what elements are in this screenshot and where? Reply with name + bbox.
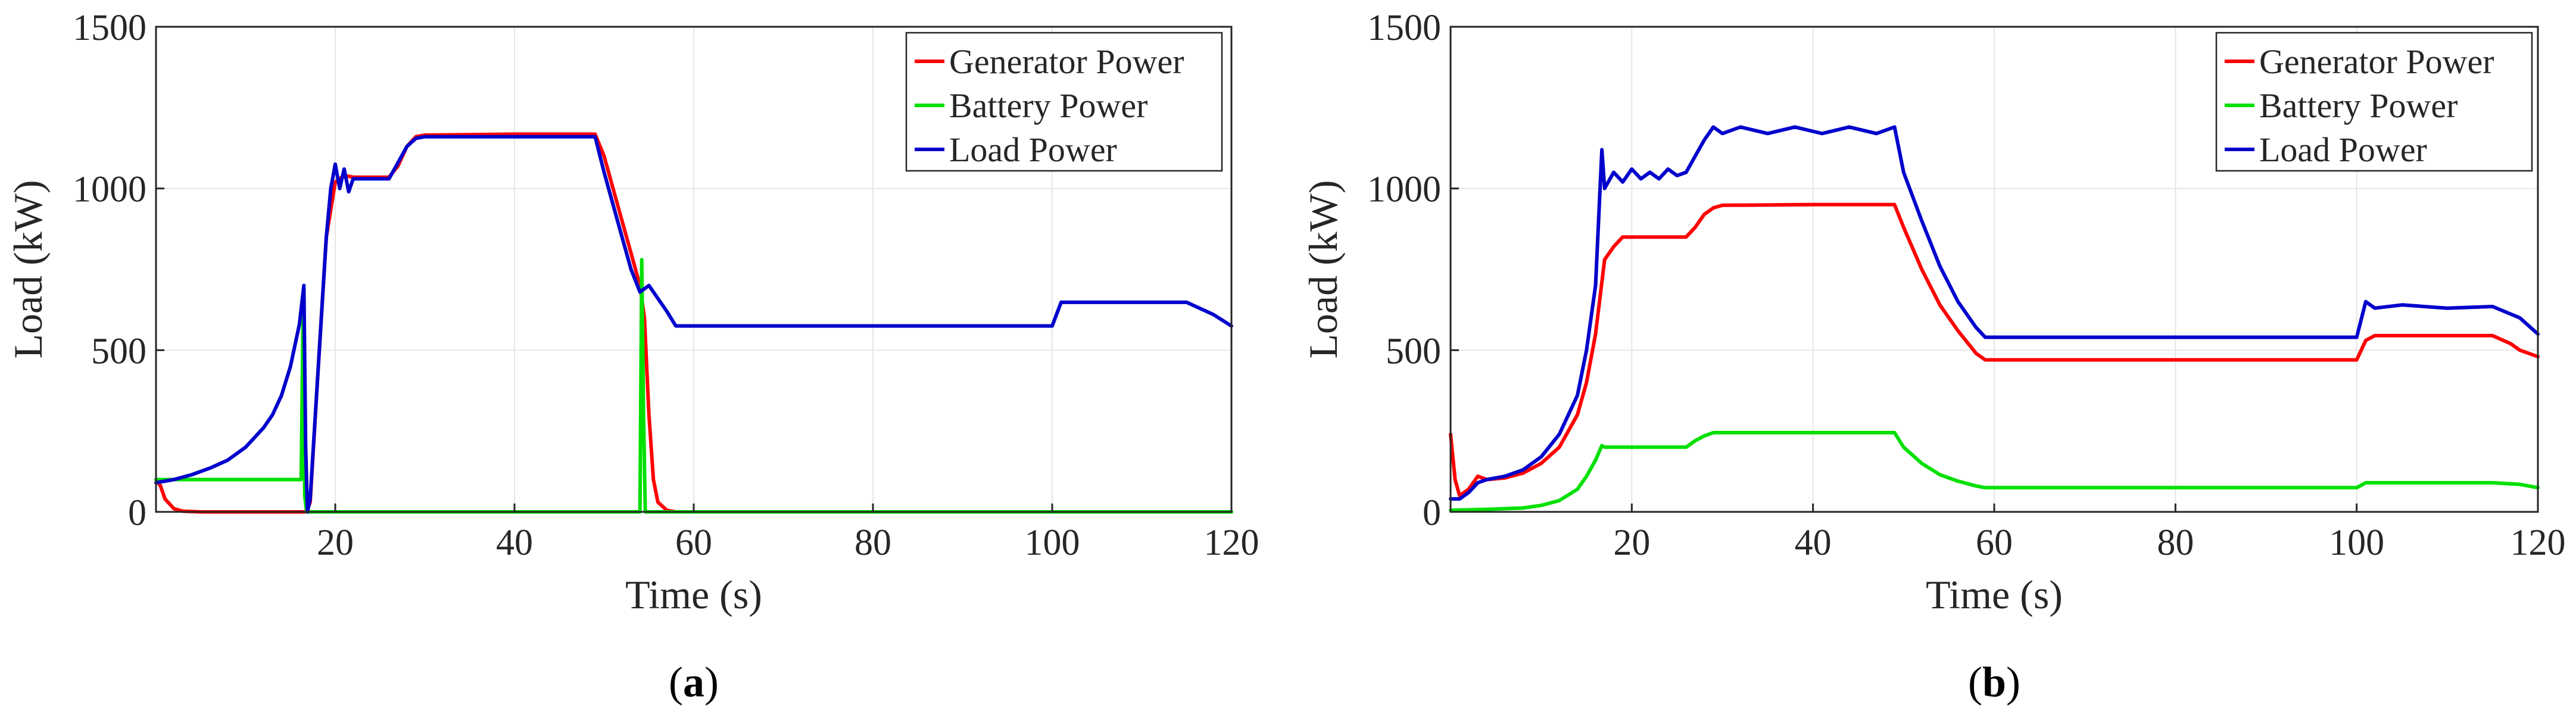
- chart-a-xtick-label-2: 60: [675, 523, 712, 563]
- chart-b-xlabel: Time (s): [1926, 572, 2063, 617]
- chart-a-legend-label-2: Load Power: [949, 130, 1117, 169]
- chart-b-legend: Generator Power Battery Power Load Power: [2215, 32, 2533, 172]
- chart-a-xtick-label-3: 80: [854, 523, 891, 563]
- chart-b-legend-box: [2215, 32, 2533, 172]
- chart-a-legend-label-0: Generator Power: [949, 42, 1184, 81]
- chart-b-ylabel: Load (kW): [1301, 180, 1346, 358]
- chart-a-series-load-power: [154, 135, 1233, 514]
- chart-b-xtick-label-3: 80: [2157, 523, 2194, 563]
- chart-a-legend: Generator Power Battery Power Load Power: [905, 32, 1223, 172]
- chart-b-legend-label-0: Generator Power: [2259, 42, 2494, 81]
- chart-a-xtick-label-0: 20: [317, 523, 354, 563]
- chart-a-legend-box: [905, 32, 1223, 172]
- chart-a-ytick-label-1: 500: [91, 331, 146, 371]
- chart-a-panel-letter: a: [683, 658, 704, 706]
- chart-panel-a: 20 40 60 80 100 120 0 500 1000 1500 Time (s) Load…: [5, 8, 1259, 706]
- chart-a-legend-label-1: Battery Power: [949, 86, 1147, 125]
- chart-panel-b: 20 40 60 80 100 120 0 500 1000 1500 Time (s) Load…: [1301, 8, 2566, 706]
- chart-b-ytick-label-3: 1500: [1367, 8, 1441, 48]
- chart-b-series: [1449, 125, 2540, 512]
- chart-b-series-load-power: [1449, 125, 2540, 501]
- chart-a-ylabel: Load (kW): [5, 180, 51, 358]
- chart-b-panel-label: (b): [1968, 658, 2020, 706]
- chart-b-panel-letter: b: [1982, 658, 2006, 706]
- chart-b-legend-label-1: Battery Power: [2259, 86, 2458, 125]
- chart-a-ytick-label-2: 1000: [73, 170, 146, 210]
- chart-b-xtick-label-0: 20: [1613, 523, 1650, 563]
- chart-b-ytick-label-0: 0: [1423, 493, 1441, 533]
- chart-b-ytick-label-1: 500: [1386, 331, 1441, 371]
- chart-a-xtick-label-1: 40: [496, 523, 533, 563]
- chart-b-ytick-label-2: 1000: [1367, 170, 1441, 210]
- chart-a-xlabel: Time (s): [625, 572, 762, 617]
- chart-a-ytick-label-3: 1500: [73, 8, 146, 48]
- chart-b-xtick-label-2: 60: [1976, 523, 2013, 563]
- chart-a-ytick-label-0: 0: [128, 493, 146, 533]
- chart-b-legend-label-2: Load Power: [2259, 130, 2427, 169]
- chart-a-xtick-label-4: 100: [1025, 523, 1080, 563]
- chart-b-xtick-label-1: 40: [1795, 523, 1832, 563]
- chart-b-xtick-label-4: 100: [2329, 523, 2384, 563]
- chart-a-xtick-label-5: 120: [1204, 523, 1259, 563]
- chart-a-panel-label: (a): [669, 658, 719, 706]
- chart-b-series-battery-power: [1449, 430, 2540, 512]
- chart-a-ticks: 20 40 60 80 100 120 0 500 1000 1500: [73, 8, 1259, 563]
- chart-b-xtick-label-5: 120: [2510, 523, 2566, 563]
- chart-b-ticks: 20 40 60 80 100 120 0 500 1000 1500: [1367, 8, 2566, 563]
